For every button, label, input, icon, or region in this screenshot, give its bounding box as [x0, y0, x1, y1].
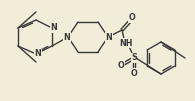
- Text: O: O: [118, 60, 124, 69]
- Text: S: S: [131, 54, 137, 63]
- Text: O: O: [131, 68, 137, 77]
- Text: O: O: [129, 14, 135, 23]
- Text: N: N: [51, 24, 57, 33]
- Text: N: N: [64, 33, 70, 42]
- Text: NH: NH: [119, 38, 133, 47]
- Text: N: N: [35, 49, 41, 58]
- Text: N: N: [106, 33, 112, 42]
